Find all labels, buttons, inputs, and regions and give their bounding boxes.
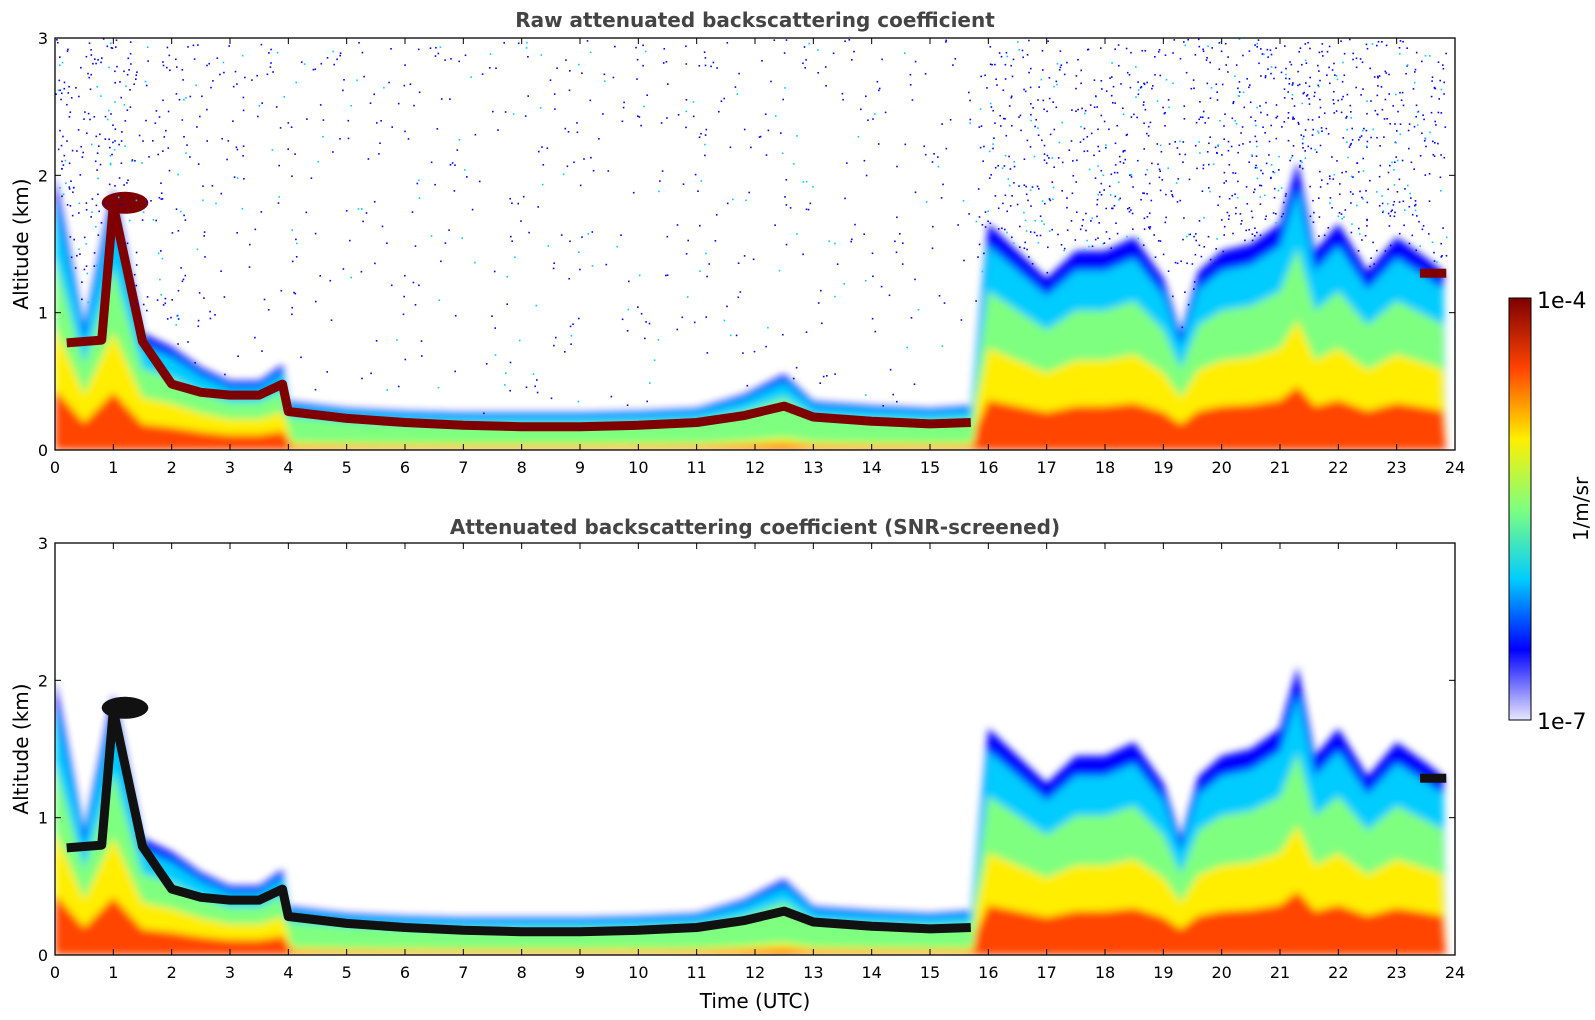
x-tick-label: 9: [575, 963, 585, 982]
x-axis-label: Time (UTC): [699, 989, 811, 1013]
dense-layer: [66, 201, 971, 432]
panel-screened: Attenuated backscattering coefficient (S…: [9, 515, 1465, 1013]
x-tick-label: 3: [225, 963, 235, 982]
x-tick-label: 2: [167, 963, 177, 982]
x-tick-label: 17: [1036, 963, 1056, 982]
x-tick-label: 16: [978, 963, 998, 982]
x-tick-label: 7: [458, 458, 468, 477]
panel-screened-y-axis-label: Altitude (km): [9, 683, 33, 814]
x-tick-label: 4: [283, 963, 293, 982]
x-tick-label: 10: [628, 963, 648, 982]
x-tick-label: 20: [1211, 458, 1231, 477]
x-tick-label: 0: [50, 963, 60, 982]
x-tick-label: 19: [1153, 963, 1173, 982]
y-tick-label: 3: [38, 534, 48, 553]
x-tick-label: 9: [575, 458, 585, 477]
noise-speckle: [55, 38, 1448, 415]
panel-screened-axes: 0 1 2 3 4 5 6 7 8 9 10 11 12 13 14 15 16 17 18 19 20 21 22 23 24…: [38, 534, 1465, 982]
x-tick-label: 12: [745, 963, 765, 982]
panel-screened-title: Attenuated backscattering coefficient (S…: [450, 515, 1060, 539]
x-tick-label: 6: [400, 458, 410, 477]
x-tick-label: 11: [686, 458, 706, 477]
y-tick-label: 2: [38, 166, 48, 185]
x-tick-label: 1: [108, 963, 118, 982]
y-tick-label: 0: [38, 946, 48, 965]
y-tick-label: 0: [38, 441, 48, 460]
x-tick-label: 8: [517, 963, 527, 982]
heat-band-4: [55, 386, 1447, 450]
panel-raw: Raw attenuated backscattering coefficien…: [9, 8, 1465, 477]
x-tick-label: 10: [628, 458, 648, 477]
x-tick-label: 24: [1445, 458, 1465, 477]
x-tick-label: 7: [458, 963, 468, 982]
heat-band-4: [55, 891, 1447, 955]
x-tick-label: 14: [861, 963, 881, 982]
x-tick-label: 3: [225, 458, 235, 477]
x-tick-label: 23: [1386, 458, 1406, 477]
elevated-layer: [1420, 268, 1447, 278]
x-tick-label: 1: [108, 458, 118, 477]
cloud-patch: [101, 696, 149, 719]
panel-raw-heatmap: [55, 38, 1448, 450]
x-tick-label: 21: [1270, 963, 1290, 982]
x-tick-label: 5: [342, 963, 352, 982]
x-tick-label: 16: [978, 458, 998, 477]
x-tick-label: 17: [1036, 458, 1056, 477]
x-tick-label: 8: [517, 458, 527, 477]
x-tick-label: 24: [1445, 963, 1465, 982]
colorbar: 1e-4 1e-7 1/m/sr: [1508, 289, 1593, 735]
x-tick-label: 18: [1095, 458, 1115, 477]
x-tick-label: 22: [1328, 458, 1348, 477]
x-tick-label: 22: [1328, 963, 1348, 982]
panel-raw-title: Raw attenuated backscattering coefficien…: [515, 8, 995, 32]
y-tick-label: 1: [38, 809, 48, 828]
y-tick-label: 3: [38, 29, 48, 48]
x-tick-label: 5: [342, 458, 352, 477]
x-tick-label: 15: [920, 963, 940, 982]
x-tick-label: 21: [1270, 458, 1290, 477]
x-tick-label: 2: [167, 458, 177, 477]
x-tick-label: 23: [1386, 963, 1406, 982]
panel-screened-heatmap: [55, 666, 1447, 955]
elevated-layer: [1420, 773, 1447, 783]
x-tick-label: 12: [745, 458, 765, 477]
colorbar-unit-label: 1/m/sr: [1569, 476, 1593, 541]
x-tick-label: 13: [803, 963, 823, 982]
x-tick-label: 20: [1211, 963, 1231, 982]
colorbar-gradient: [1508, 297, 1532, 721]
x-tick-label: 13: [803, 458, 823, 477]
y-tick-label: 1: [38, 304, 48, 323]
cloud-patch: [101, 191, 149, 214]
colorbar-max-label: 1e-4: [1537, 289, 1586, 314]
x-tick-label: 18: [1095, 963, 1115, 982]
x-tick-label: 14: [861, 458, 881, 477]
x-tick-label: 4: [283, 458, 293, 477]
panel-raw-axes: 0 1 2 3 4 5 6 7 8 9 10 11 12 13 14 15 16 17 18 19 20 21 22 23 24…: [38, 29, 1465, 477]
x-tick-label: 11: [686, 963, 706, 982]
x-tick-label: 0: [50, 458, 60, 477]
y-tick-label: 2: [38, 671, 48, 690]
x-tick-label: 19: [1153, 458, 1173, 477]
x-tick-label: 15: [920, 458, 940, 477]
dense-layer: [66, 706, 971, 937]
x-tick-label: 6: [400, 963, 410, 982]
colorbar-min-label: 1e-7: [1537, 710, 1586, 735]
panel-raw-y-axis-label: Altitude (km): [9, 178, 33, 309]
